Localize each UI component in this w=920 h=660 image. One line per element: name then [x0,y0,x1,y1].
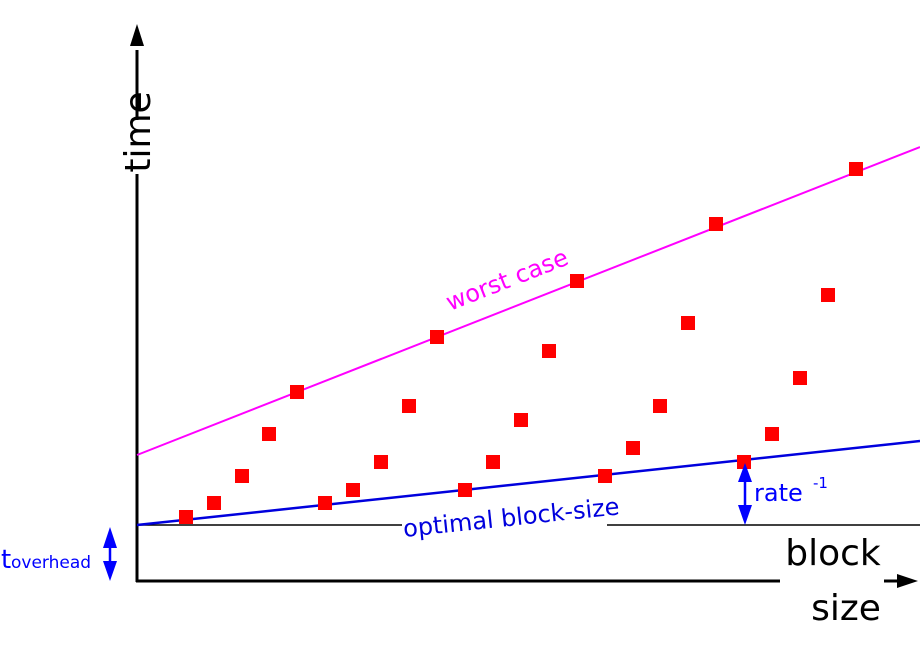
optimal-label: optimal block-size [402,492,621,543]
worst-case-label: worst case [442,243,572,316]
overhead-subscript: overhead [11,553,91,573]
worst-case-line [136,146,920,456]
overhead-t-label: t [1,545,11,575]
x-axis-arrow-icon [897,574,918,588]
x-axis-label-size: size [811,588,881,629]
x-axis-label-block: block [785,533,881,574]
optimal-line [136,439,920,527]
y-axis-arrow-icon [130,24,144,46]
x-axis: block size [136,533,918,629]
overhead-arrow-icon [103,527,117,581]
data-points [179,162,863,524]
rate-label: rate [754,479,803,507]
rate-arrow-icon [738,463,752,525]
y-axis-label: time [118,91,159,172]
rate-superscript: -1 [813,474,828,492]
y-axis: time [118,24,159,582]
